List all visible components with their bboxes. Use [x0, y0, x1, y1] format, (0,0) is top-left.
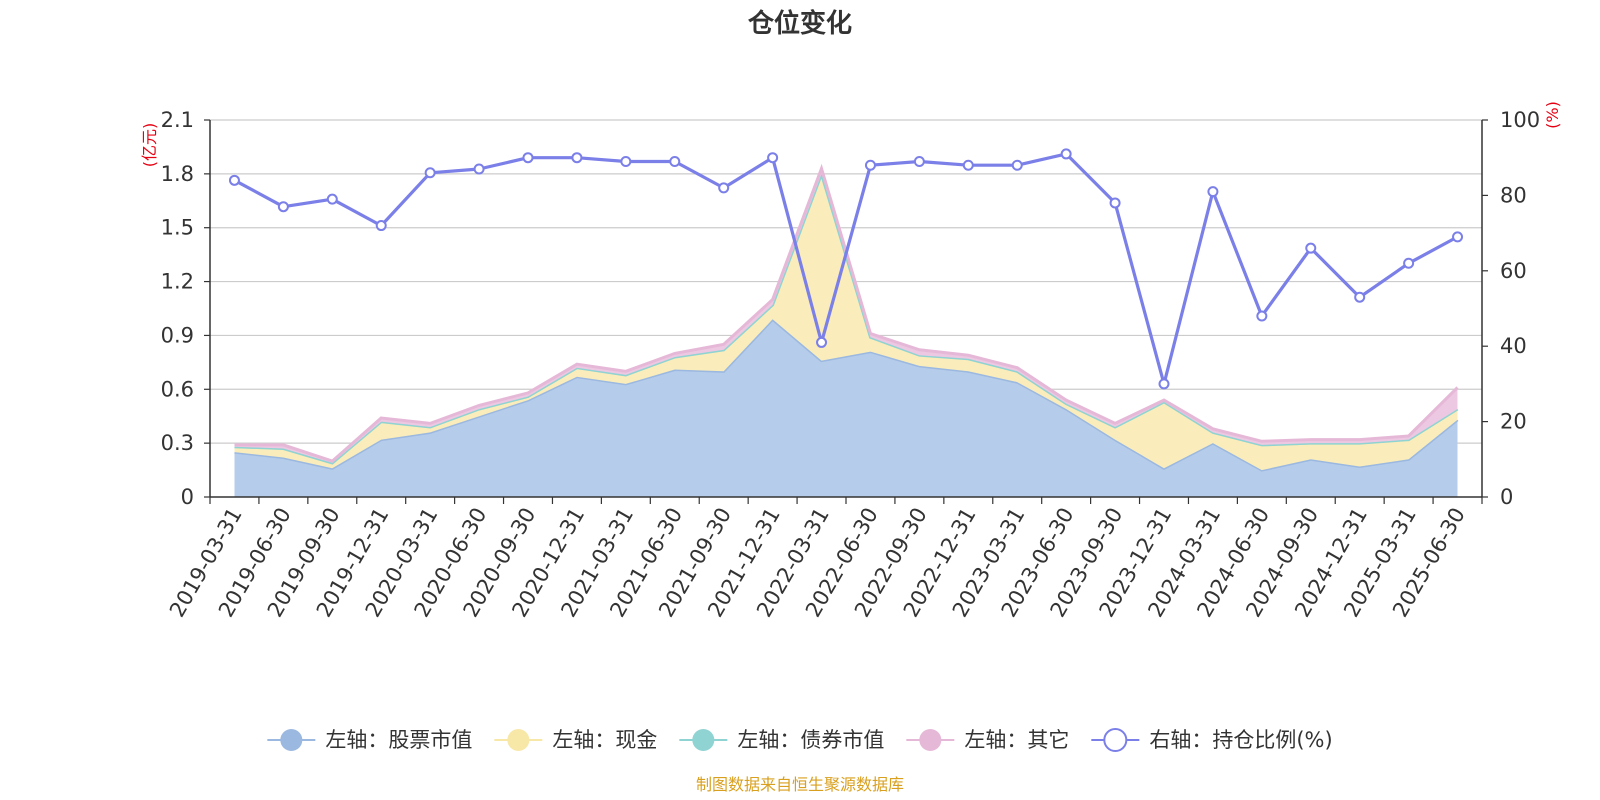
left-tick-label: 0 — [181, 485, 194, 509]
legend-label: 左轴：债券市值 — [737, 728, 884, 752]
source-note: 制图数据来自恒生聚源数据库 — [696, 775, 904, 794]
left-tick-label: 0.6 — [161, 377, 194, 401]
left-tick-label: 1.2 — [161, 270, 194, 294]
ratio-point — [571, 152, 583, 164]
left-tick-label: 0.9 — [161, 323, 194, 347]
right-tick-label: 0 — [1500, 485, 1513, 509]
legend-item: 右轴：持仓比例(%) — [1091, 728, 1333, 752]
ratio-point — [1256, 310, 1268, 322]
ratio-point — [1060, 148, 1072, 160]
legend-marker — [692, 729, 715, 751]
ratio-point — [277, 201, 289, 213]
left-axis-unit: (亿元) — [140, 123, 159, 168]
ratio-point — [718, 182, 730, 194]
ratio-line — [228, 148, 1464, 390]
legend-label: 左轴：股票市值 — [325, 728, 472, 752]
legend-item: 左轴：其它 — [906, 728, 1069, 752]
ratio-point — [1011, 159, 1023, 171]
area-series-0 — [234, 319, 1458, 497]
ratio-point — [1207, 186, 1219, 198]
left-tick-label: 1.8 — [161, 162, 194, 186]
legend-item: 左轴：现金 — [494, 728, 657, 752]
stacked-areas — [234, 163, 1459, 497]
left-tick-label: 0.3 — [161, 431, 194, 455]
ratio-point — [913, 155, 925, 167]
ratio-point — [326, 193, 338, 205]
legend-label: 左轴：现金 — [552, 728, 657, 752]
ratio-point — [1305, 242, 1317, 254]
right-tick-label: 40 — [1500, 334, 1527, 358]
ratio-point — [1403, 257, 1415, 269]
ratio-point — [669, 155, 681, 167]
ratio-point — [375, 220, 387, 232]
area-series-1 — [234, 173, 1458, 471]
right-tick-label: 100 — [1500, 108, 1540, 132]
legend-label: 右轴：持仓比例(%) — [1149, 728, 1332, 752]
legend-marker — [1103, 728, 1128, 752]
ratio-point — [522, 152, 534, 164]
right-tick-label: 80 — [1500, 183, 1527, 207]
ratio-line-path — [233, 152, 1459, 386]
ratio-point — [816, 336, 828, 348]
legend-marker — [919, 729, 942, 751]
ratio-point — [1354, 291, 1366, 303]
ratio-point — [864, 159, 876, 171]
ratio-point — [1452, 231, 1464, 243]
legend: 左轴：股票市值 左轴：现金 左轴：债券市值 左轴：其它 右轴：持仓比例(%) — [267, 728, 1333, 752]
ratio-point — [620, 155, 632, 167]
legend-marker — [280, 729, 303, 751]
left-tick-label: 2.1 — [161, 108, 194, 132]
ratio-point — [767, 152, 779, 164]
right-tick-label: 20 — [1500, 410, 1527, 434]
chart-title: 仓位变化 — [747, 8, 852, 39]
ratio-point — [473, 163, 485, 175]
ratio-point — [228, 174, 240, 186]
right-axis-unit: (%) — [1543, 101, 1562, 129]
ratio-point — [424, 167, 436, 179]
ratio-point — [1158, 378, 1170, 390]
legend-item: 左轴：股票市值 — [267, 728, 472, 752]
legend-item: 左轴：债券市值 — [679, 728, 884, 752]
ratio-point — [1109, 197, 1121, 209]
right-tick-label: 60 — [1500, 259, 1527, 283]
ratio-point — [962, 159, 974, 171]
legend-label: 左轴：其它 — [964, 728, 1069, 752]
legend-marker — [507, 729, 530, 751]
left-tick-label: 1.5 — [161, 216, 194, 240]
